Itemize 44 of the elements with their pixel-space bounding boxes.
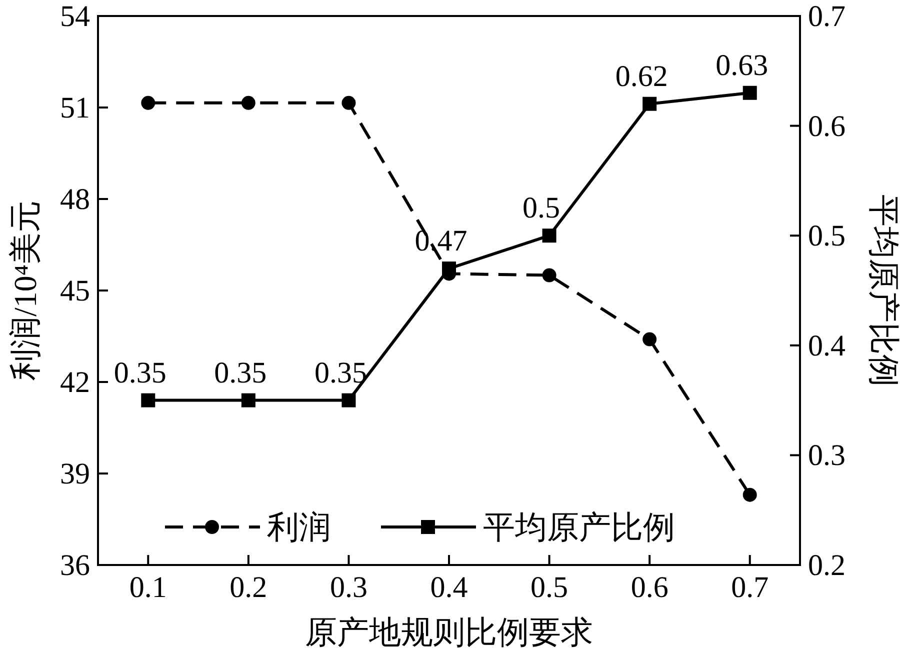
point xyxy=(141,393,156,408)
y2-tick-label: 0.5 xyxy=(808,220,846,253)
point xyxy=(542,268,556,282)
y2-tick-label: 0.7 xyxy=(808,0,846,33)
y-tick-label: 36 xyxy=(60,549,90,582)
x-axis-title: 原产地规则比例要求 xyxy=(305,614,593,650)
x-tick-label: 0.2 xyxy=(230,571,268,604)
y2-tick-label: 0.2 xyxy=(808,549,846,582)
x-tick-label: 0.7 xyxy=(731,571,769,604)
point xyxy=(742,86,757,100)
x-tick-label: 0.1 xyxy=(129,571,167,604)
data-label: 0.35 xyxy=(314,356,367,390)
y-tick-label: 48 xyxy=(60,183,90,216)
y-tick-label: 39 xyxy=(60,458,90,490)
y-tick-label: 54 xyxy=(60,0,90,33)
point xyxy=(241,393,256,408)
point xyxy=(241,96,256,110)
point xyxy=(642,96,657,111)
point xyxy=(542,228,556,243)
x-tick-label: 0.6 xyxy=(630,571,668,604)
x-tick-label: 0.3 xyxy=(330,571,368,604)
point xyxy=(141,96,156,110)
data-label: 0.62 xyxy=(615,60,668,93)
y2-tick-label: 0.4 xyxy=(808,329,846,362)
legend-label: 平均原产比例 xyxy=(483,509,675,545)
y2-tick-label: 0.6 xyxy=(808,110,846,143)
data-label: 0.35 xyxy=(114,356,166,390)
y2-axis-title: 平均原产比例 xyxy=(866,194,900,386)
data-label: 0.5 xyxy=(522,192,560,225)
point xyxy=(342,393,356,408)
legend-label: 利润 xyxy=(267,509,331,545)
y-tick-label: 51 xyxy=(60,92,90,124)
y-axis-title: 利润/10⁴美元 xyxy=(7,200,43,381)
x-tick-label: 0.4 xyxy=(430,571,468,604)
point xyxy=(742,488,757,502)
point xyxy=(342,96,356,110)
y2-tick-label: 0.3 xyxy=(808,439,846,472)
x-tick-label: 0.5 xyxy=(530,571,568,604)
y-tick-label: 45 xyxy=(60,274,90,308)
data-label: 0.35 xyxy=(214,356,267,390)
y-tick-label: 42 xyxy=(60,366,90,399)
point xyxy=(442,262,456,276)
data-label: 0.63 xyxy=(716,48,768,82)
point xyxy=(642,332,657,346)
